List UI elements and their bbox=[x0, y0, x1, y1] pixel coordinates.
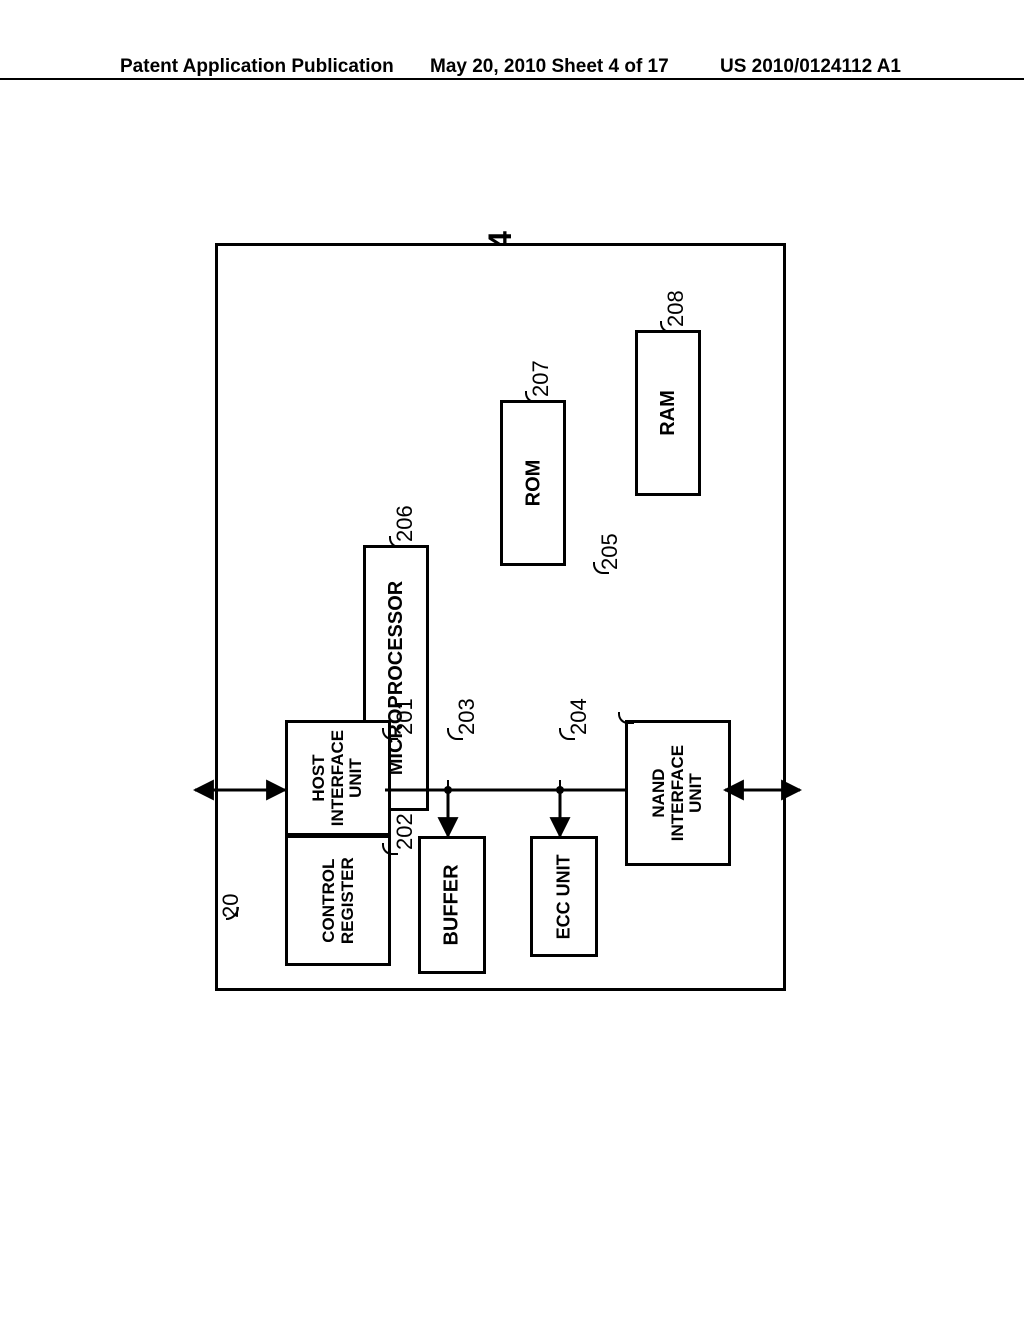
label-rom: ROM bbox=[522, 460, 544, 507]
box-control-register: CONTROLREGISTER bbox=[285, 835, 391, 966]
label-ecc: ECC UNIT bbox=[554, 854, 574, 939]
header-center: May 20, 2010 Sheet 4 of 17 bbox=[430, 56, 669, 78]
box-nand-if: NANDINTERFACEUNIT bbox=[625, 720, 731, 866]
page: Patent Application Publication May 20, 2… bbox=[0, 0, 1024, 1320]
header-left: Patent Application Publication bbox=[120, 56, 394, 78]
leader-205-spacer bbox=[620, 560, 622, 720]
header-right: US 2010/0124112 A1 bbox=[720, 56, 901, 78]
box-buffer: BUFFER bbox=[418, 836, 486, 974]
label-nand-if: NANDINTERFACEUNIT bbox=[650, 745, 706, 841]
label-buffer: BUFFER bbox=[441, 864, 463, 945]
label-host-if: HOSTINTERFACEUNIT bbox=[310, 730, 366, 826]
box-host-if: HOSTINTERFACEUNIT bbox=[285, 720, 391, 836]
label-control-register: CONTROLREGISTER bbox=[319, 857, 356, 944]
label-ram: RAM bbox=[657, 390, 679, 436]
header-rule bbox=[0, 78, 1024, 80]
box-rom: ROM bbox=[500, 400, 566, 566]
box-ecc: ECC UNIT bbox=[530, 836, 598, 957]
leader-204-v bbox=[559, 780, 561, 835]
box-ram: RAM bbox=[635, 330, 701, 496]
leader-203-v bbox=[447, 780, 449, 835]
